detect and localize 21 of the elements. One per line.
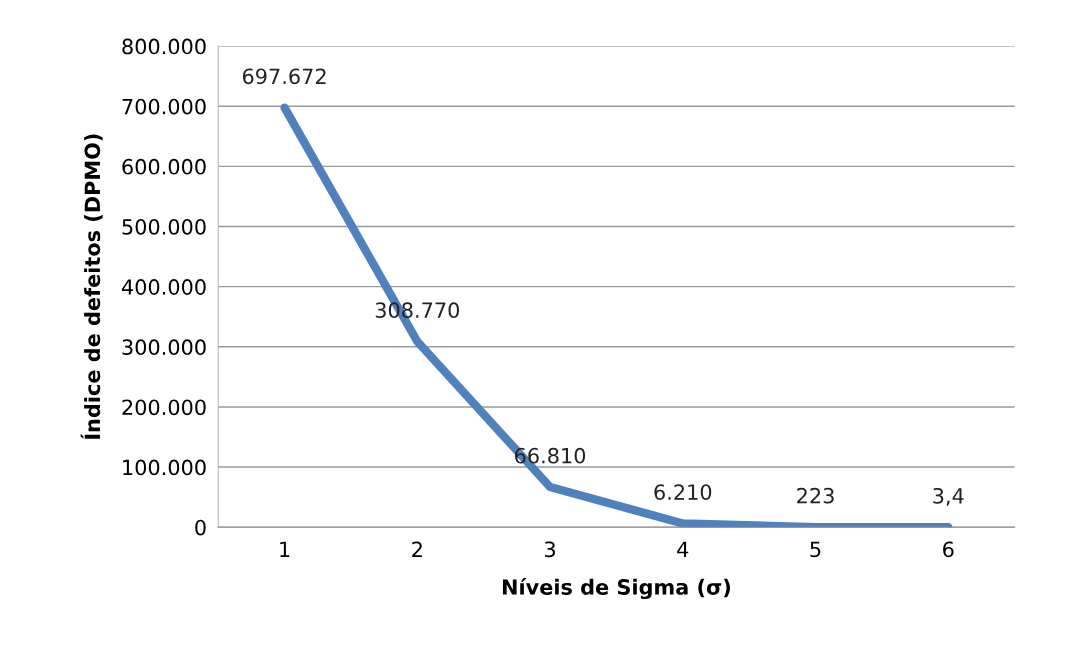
x-tick-label: 5 (810, 541, 821, 558)
y-tick-label: 700.000 (122, 98, 206, 115)
data-label: 697.672 (242, 68, 326, 85)
x-tick-label: 4 (677, 541, 689, 557)
y-tick-label: 500.000 (122, 218, 206, 235)
data-label: 6.210 (654, 484, 712, 500)
data-label: 223 (797, 487, 834, 504)
y-axis-title: Índice de defeitos (DPMO) (80, 134, 103, 439)
x-tick-label: 2 (412, 541, 422, 557)
y-tick-label: 0 (195, 519, 206, 536)
x-tick-label: 1 (280, 541, 290, 557)
y-tick-label: 100.000 (123, 459, 206, 476)
y-tick-label: 200.000 (122, 399, 206, 416)
y-tick-label: 800.000 (122, 38, 206, 55)
x-tick-label: 3 (545, 541, 555, 558)
y-tick-label: 400.000 (121, 279, 206, 295)
x-axis-title: Níveis de Sigma (σ) (502, 577, 730, 600)
x-tick-label: 6 (943, 541, 954, 558)
data-label: 3,4 (933, 487, 964, 506)
y-tick-label: 300.000 (122, 339, 206, 356)
y-tick-label: 600.000 (122, 158, 206, 175)
